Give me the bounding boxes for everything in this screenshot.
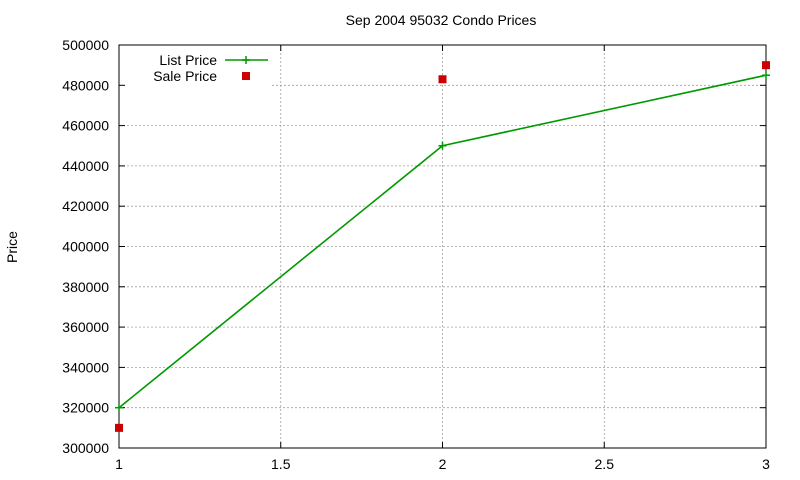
x-tick-label: 2 <box>439 456 447 472</box>
grid <box>119 45 766 448</box>
legend-label: Sale Price <box>153 68 217 84</box>
legend-marker <box>242 56 250 64</box>
legend-label: List Price <box>159 52 217 68</box>
legend-marker <box>242 72 250 80</box>
x-tick-label: 2.5 <box>595 456 615 472</box>
plot-frame <box>118 44 767 449</box>
x-tick-label: 3 <box>762 456 770 472</box>
y-tick-label: 380000 <box>62 279 109 295</box>
data-point <box>438 75 447 84</box>
series-2 <box>115 61 770 432</box>
y-tick-label: 440000 <box>62 158 109 174</box>
series-1 <box>115 71 770 412</box>
y-tick-label: 420000 <box>62 198 109 214</box>
y-tick-label: 500000 <box>62 37 109 53</box>
series <box>115 61 770 432</box>
y-tick-label: 340000 <box>62 359 109 375</box>
y-tick-label: 360000 <box>62 319 109 335</box>
chart-title: Sep 2004 95032 Condo Prices <box>346 12 537 28</box>
data-point <box>762 71 770 80</box>
x-tick-label: 1 <box>115 456 123 472</box>
data-point <box>438 141 447 150</box>
x-tick-label: 1.5 <box>271 456 291 472</box>
data-point <box>115 423 123 432</box>
y-axis-label: Price <box>4 231 20 263</box>
y-tick-label: 400000 <box>62 239 109 255</box>
data-point <box>762 61 770 70</box>
y-tick-label: 480000 <box>62 77 109 93</box>
y-tick-label: 300000 <box>62 440 109 456</box>
data-point <box>115 403 123 412</box>
y-tick-label: 460000 <box>62 118 109 134</box>
y-tick-label: 320000 <box>62 400 109 416</box>
axis-tick-labels: 1 1.5 2 2.5 3 300000 320000 340000 360000 380000 4… <box>62 37 770 472</box>
